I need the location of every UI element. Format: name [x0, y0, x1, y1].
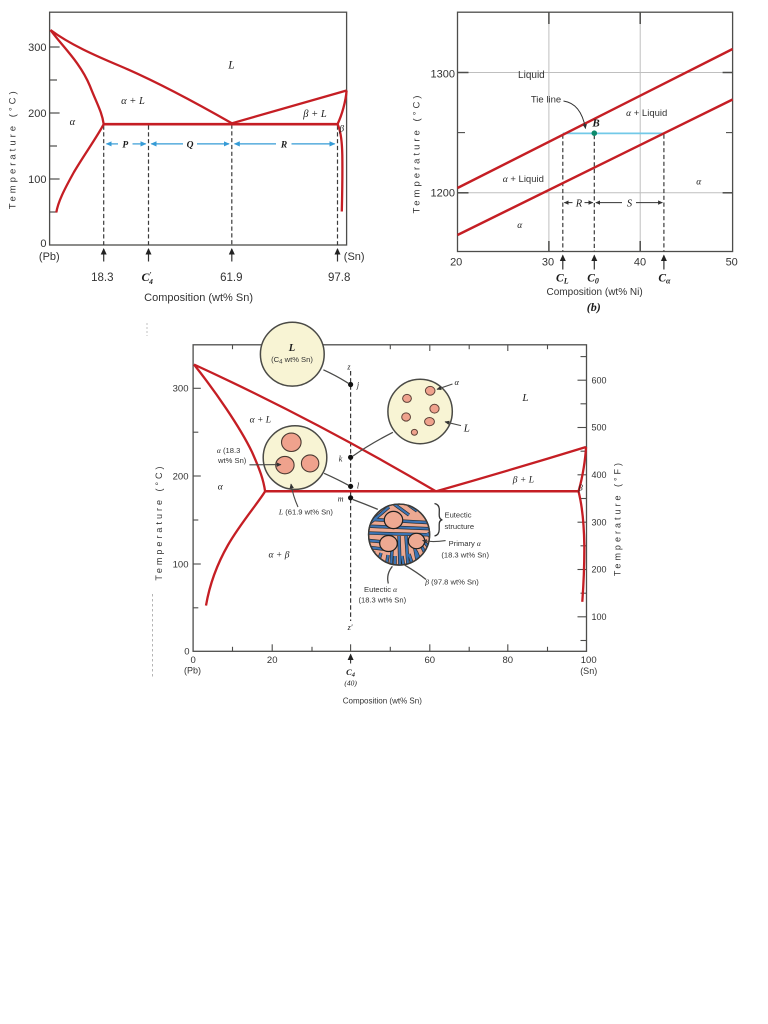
svg-text:(C4 wt% Sn): (C4 wt% Sn) — [271, 355, 313, 366]
svg-text:30: 30 — [542, 257, 554, 269]
svg-text:α: α — [517, 221, 523, 231]
svg-text:L: L — [227, 60, 234, 72]
svg-text:P: P — [122, 141, 128, 151]
svg-text:0: 0 — [190, 655, 195, 666]
svg-text:97.8: 97.8 — [328, 272, 350, 284]
svg-text:0: 0 — [40, 238, 46, 250]
svg-text:60: 60 — [425, 655, 436, 666]
svg-text:Composition (wt% Sn): Composition (wt% Sn) — [343, 696, 422, 705]
svg-text:Primary α: Primary α — [449, 539, 482, 548]
svg-text:Eutectic α: Eutectic α — [364, 585, 398, 594]
svg-text:300: 300 — [592, 517, 607, 527]
svg-text:B: B — [591, 117, 599, 129]
svg-text:Cα: Cα — [658, 273, 671, 286]
svg-text:L: L — [463, 423, 470, 435]
svg-text:500: 500 — [592, 423, 607, 433]
svg-text:(Pb): (Pb) — [39, 251, 60, 263]
svg-text:18.3: 18.3 — [91, 272, 113, 284]
svg-text:20: 20 — [450, 257, 462, 269]
svg-text:CL: CL — [556, 273, 569, 286]
svg-text:400: 400 — [592, 470, 607, 480]
svg-text:l: l — [357, 482, 360, 491]
svg-text:α: α — [218, 482, 224, 492]
svg-text:40: 40 — [634, 257, 646, 269]
svg-text:Composition (wt% Ni): Composition (wt% Ni) — [547, 287, 643, 298]
svg-text:Eutectic: Eutectic — [445, 511, 472, 520]
svg-text:50: 50 — [726, 257, 738, 269]
svg-text:Temperature (°C): Temperature (°C) — [412, 93, 423, 214]
svg-text:L (61.9 wt% Sn): L (61.9 wt% Sn) — [278, 507, 334, 516]
svg-text:S: S — [627, 198, 633, 209]
svg-text:α: α — [454, 377, 459, 387]
svg-text:m: m — [338, 495, 344, 504]
svg-text:β: β — [577, 482, 583, 492]
svg-text:Temperature (°C): Temperature (°C) — [154, 463, 164, 580]
svg-text:α (18.3: α (18.3 — [217, 446, 240, 455]
svg-text:Temperature (°F): Temperature (°F) — [612, 460, 622, 576]
svg-text:200: 200 — [28, 108, 46, 120]
svg-text:β + L: β + L — [512, 475, 534, 485]
svg-text:0: 0 — [184, 647, 189, 658]
svg-text:Tie line: Tie line — [531, 94, 561, 105]
svg-text:α: α — [70, 117, 76, 128]
svg-text:β + L: β + L — [302, 109, 327, 120]
svg-text:100: 100 — [28, 174, 46, 186]
svg-text:L: L — [521, 392, 528, 404]
svg-text:wt% Sn): wt% Sn) — [217, 456, 247, 465]
svg-text:(Pb): (Pb) — [184, 666, 201, 676]
svg-text:Q: Q — [187, 141, 194, 151]
svg-text:C′4: C′ 4 — [142, 270, 154, 286]
svg-text:R: R — [575, 198, 583, 209]
svg-text:1200: 1200 — [431, 188, 455, 200]
svg-text:j: j — [356, 380, 360, 389]
svg-text:α + L: α + L — [121, 96, 145, 107]
svg-text:20: 20 — [267, 655, 278, 666]
svg-text:z: z — [346, 363, 351, 372]
svg-text:300: 300 — [28, 42, 46, 54]
svg-text:600: 600 — [592, 375, 607, 385]
svg-text:100: 100 — [581, 655, 597, 666]
svg-text:structure: structure — [445, 522, 475, 531]
svg-text:Composition (wt% Sn): Composition (wt% Sn) — [144, 292, 253, 304]
svg-text:z′: z′ — [347, 623, 353, 632]
svg-text:80: 80 — [503, 655, 514, 666]
svg-text:C0: C0 — [587, 273, 599, 286]
svg-text:β (97.8 wt% Sn): β (97.8 wt% Sn) — [424, 577, 479, 586]
svg-text:α: α — [696, 177, 702, 187]
svg-text:Temperature (°C): Temperature (°C) — [7, 88, 18, 209]
svg-text:α + β: α + β — [269, 551, 290, 561]
svg-text:100: 100 — [592, 612, 607, 622]
svg-text:C4: C4 — [346, 667, 356, 679]
svg-text:R: R — [280, 141, 287, 151]
svg-text:α + Liquid: α + Liquid — [626, 108, 667, 119]
svg-text:200: 200 — [173, 471, 189, 482]
svg-text:1300: 1300 — [431, 69, 455, 81]
svg-text:100: 100 — [173, 559, 189, 570]
svg-text:L: L — [288, 343, 295, 354]
svg-text:300: 300 — [173, 384, 189, 395]
svg-text:61.9: 61.9 — [220, 272, 242, 284]
svg-text:(18.3 wt% Sn): (18.3 wt% Sn) — [358, 596, 406, 605]
svg-text:(40): (40) — [344, 679, 357, 688]
svg-text:Liquid: Liquid — [518, 70, 545, 81]
svg-text:200: 200 — [592, 565, 607, 575]
svg-text:(18.3 wt% Sn): (18.3 wt% Sn) — [441, 550, 489, 559]
svg-text:α + Liquid: α + Liquid — [503, 174, 544, 185]
svg-text:β: β — [338, 125, 344, 135]
svg-text:(Sn): (Sn) — [344, 251, 365, 263]
svg-text:k: k — [339, 455, 343, 464]
svg-text:(Sn): (Sn) — [580, 666, 597, 676]
svg-text:α + L: α + L — [250, 416, 271, 426]
svg-text:(b): (b) — [587, 300, 601, 314]
